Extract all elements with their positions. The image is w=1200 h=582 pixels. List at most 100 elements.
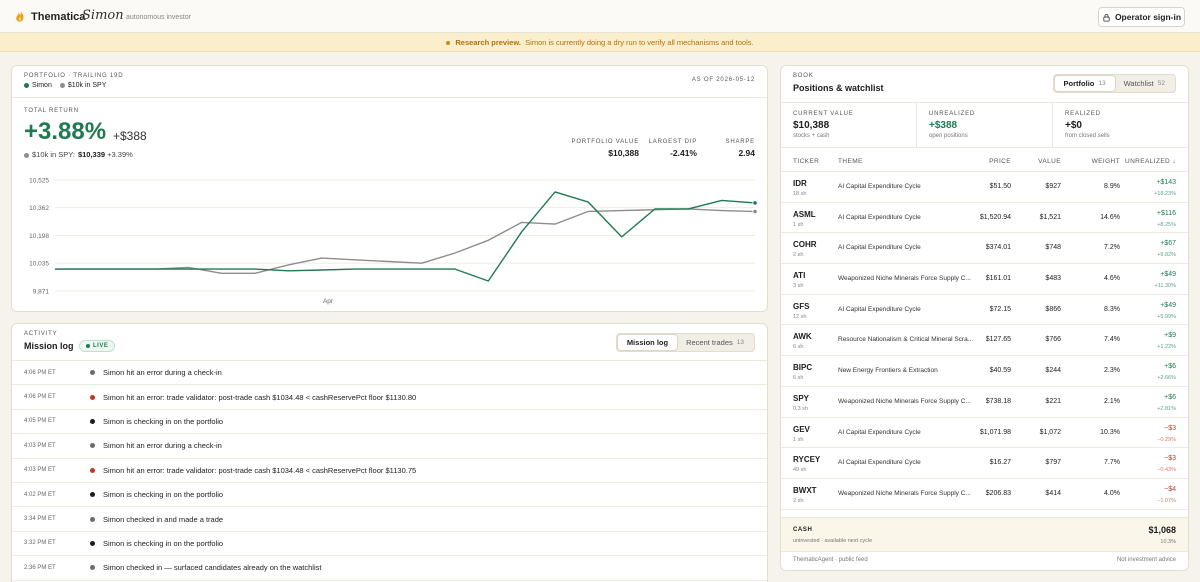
shares: 49 sh <box>793 467 807 474</box>
unrealized: −$3 <box>1164 424 1176 432</box>
theme: AI Capital Expenditure Cycle <box>838 428 921 436</box>
price: $161.01 <box>985 275 1011 283</box>
position-row[interactable]: ASML 1 sh AI Capital Expenditure Cycle $1,5… <box>781 203 1188 234</box>
status-dot-icon <box>90 565 95 571</box>
column-ticker[interactable]: TICKER <box>793 158 820 165</box>
log-entry[interactable]: 3:34 PM ET Simon checked in and made a tr… <box>12 507 767 532</box>
y-tick-label: 10,198 <box>29 233 49 240</box>
shares: 1 sh <box>793 436 804 443</box>
unrealized-pct: −0.29% <box>1157 436 1176 443</box>
theme: AI Capital Expenditure Cycle <box>838 213 921 221</box>
position-row[interactable]: SPY 0.3 sh Weaponized Niche Minerals Force… <box>781 387 1188 418</box>
book-title: Positions & watchlist <box>793 83 884 93</box>
log-time: 4:06 PM ET <box>24 369 56 376</box>
ticker: GEV <box>793 424 810 434</box>
operator-signin-button[interactable]: Operator sign-in <box>1098 7 1185 27</box>
status-dot-icon <box>90 467 95 473</box>
tab-watchlist[interactable]: Watchlist 52 <box>1115 76 1174 91</box>
banner-text: Simon is currently doing a dry run to ve… <box>525 38 754 47</box>
weight: 7.7% <box>1104 459 1120 467</box>
column-value[interactable]: VALUE <box>1038 158 1061 165</box>
portfolio-label: PORTFOLIO · TRAILING 19D <box>24 73 124 79</box>
log-message: Simon checked in and made a trade <box>103 514 224 524</box>
log-entry[interactable]: 4:06 PM ET Simon hit an error during a ch… <box>12 361 767 386</box>
log-entry[interactable]: 4:03 PM ET Simon hit an error during a ch… <box>12 434 767 459</box>
shares: 0.3 sh <box>793 405 808 412</box>
position-row[interactable]: ATI 3 sh Weaponized Niche Minerals Force S… <box>781 264 1188 295</box>
position-row[interactable]: BWXT 2 sh Weaponized Niche Minerals Force … <box>781 479 1188 510</box>
live-dot-icon <box>86 344 90 348</box>
position-row[interactable]: COHR 2 sh AI Capital Expenditure Cycle $374… <box>781 233 1188 265</box>
unrealized-pct: +1.22% <box>1157 344 1176 351</box>
legend-label: $10k in SPY <box>67 82 107 89</box>
y-tick-label: 9,871 <box>33 289 50 296</box>
tab-recent-trades[interactable]: Recent trades 13 <box>677 335 753 350</box>
unrealized: +$49 <box>1160 271 1176 279</box>
price: $1,520.94 <box>979 213 1011 221</box>
ticker: RYCEY <box>793 455 821 465</box>
log-entry[interactable]: 2:36 PM ET Simon checked in — surfaced ca… <box>12 556 767 581</box>
unrealized: −$3 <box>1164 455 1176 463</box>
log-entry[interactable]: 4:05 PM ET Simon is checking in on the po… <box>12 410 767 435</box>
price: $72.15 <box>989 305 1011 313</box>
tab-portfolio[interactable]: Portfolio 13 <box>1054 76 1115 91</box>
brand-script-name: Simon <box>82 8 124 23</box>
footer-left: ThematicAgent · public feed <box>793 557 868 563</box>
position-row[interactable]: IDR 18 sh AI Capital Expenditure Cycle $51.… <box>781 172 1188 203</box>
series-line-simon <box>55 191 756 282</box>
column-price[interactable]: PRICE <box>989 158 1011 165</box>
log-message: Simon is checking in on the portfolio <box>103 538 224 548</box>
log-entry[interactable]: 3:32 PM ET Simon is checking in on the po… <box>12 532 767 557</box>
positions-table-header: TICKER THEME PRICE VALUE WEIGHT UNREALIZ… <box>781 150 1188 172</box>
column-unrealized[interactable]: UNREALIZED ↓ <box>1124 158 1176 165</box>
position-row[interactable]: GEV 1 sh AI Capital Expenditure Cycle $1,07… <box>781 418 1188 449</box>
position-row[interactable]: BIPC 6 sh New Energy Frontiers & Extractio… <box>781 356 1188 387</box>
value: $1,521 <box>1039 213 1061 221</box>
total-return-pct: +3.88% <box>24 118 107 145</box>
tab-count: 13 <box>736 339 744 346</box>
summary-sub: stocks + cash <box>793 133 830 139</box>
log-entry[interactable]: 4:02 PM ET Simon is checking in on the po… <box>12 483 767 508</box>
y-tick-label: 10,035 <box>29 261 49 268</box>
summary-current-value: CURRENT VALUE $10,388 stocks + cash <box>781 103 917 147</box>
position-row[interactable]: AWK 6 sh Resource Nationalism & Critical M… <box>781 325 1188 357</box>
column-weight[interactable]: WEIGHT <box>1091 158 1120 165</box>
stat-label: PORTFOLIO VALUE <box>571 139 639 145</box>
ticker: BIPC <box>793 363 813 373</box>
log-message: Simon is checking in on the portfolio <box>103 416 224 426</box>
book-footer: ThematicAgent · public feed Not investme… <box>781 554 1188 570</box>
log-time: 4:05 PM ET <box>24 418 56 425</box>
portfolio-card: PORTFOLIO · TRAILING 19D Simon $10k in S… <box>11 65 768 312</box>
x-tick-label: Apr <box>323 298 334 305</box>
log-entry[interactable]: 4:06 PM ET Simon hit an error: trade vali… <box>12 385 767 410</box>
brand-tagline: autonomous investor <box>126 14 191 21</box>
shares: 2 sh <box>793 252 804 259</box>
unrealized: +$116 <box>1156 209 1176 217</box>
stat-label: LARGEST DIP <box>648 139 697 145</box>
stat-largest-dip: LARGEST DIP -2.41% <box>649 139 697 158</box>
price: $16.27 <box>989 459 1011 467</box>
theme: AI Capital Expenditure Cycle <box>838 305 921 313</box>
mission-log-title: Mission log <box>24 341 74 351</box>
research-preview-banner: Research preview. Simon is currently doi… <box>0 33 1200 52</box>
stat-sharpe: SHARPE 2.94 <box>726 139 755 158</box>
position-row[interactable]: GFS 12 sh AI Capital Expenditure Cycle $72.… <box>781 295 1188 326</box>
weight: 4.0% <box>1104 489 1120 497</box>
position-row[interactable]: RYCEY 49 sh AI Capital Expenditure Cycle $1… <box>781 448 1188 479</box>
stat-value: 2.94 <box>738 148 755 158</box>
weight: 4.6% <box>1104 275 1120 283</box>
log-entry[interactable]: 4:03 PM ET Simon hit an error: trade vali… <box>12 459 767 483</box>
shares: 12 sh <box>793 313 807 320</box>
unrealized-pct: +18.23% <box>1154 191 1176 197</box>
summary-label: CURRENT VALUE <box>793 111 854 117</box>
legend-label: Simon <box>32 82 52 89</box>
price: $206.83 <box>985 489 1011 497</box>
shares: 3 sh <box>793 283 804 290</box>
activity-card: ACTIVITY Mission log LIVE Mission log Re… <box>11 323 768 582</box>
log-message: Simon hit an error during a check-in <box>103 368 222 378</box>
value: $748 <box>1045 244 1061 252</box>
unrealized: +$143 <box>1156 179 1176 186</box>
y-tick-label: 10,362 <box>29 205 49 212</box>
column-theme[interactable]: THEME <box>838 158 863 165</box>
tab-mission-log[interactable]: Mission log <box>617 335 678 350</box>
